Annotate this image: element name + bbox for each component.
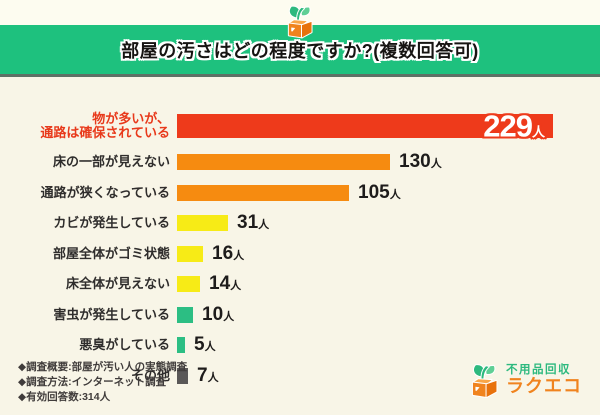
note-method: ◆調査方法:インターネット調査 [18,376,167,388]
bar [177,154,390,170]
category-label: 通路が狭くなっている [40,184,170,200]
category-label: 部屋全体がゴミ状態 [52,245,170,261]
chart-row: 床の一部が見えない 130人 [20,151,580,173]
category-label: 物が多いが、 通路は確保されている [40,111,170,140]
category-label: カビが発生している [53,215,170,230]
brand-text: 不用品回収 ラクエコ [506,364,582,396]
bar-track: 14人 [177,273,580,295]
bar-track: 31人 [177,212,580,234]
bar [177,367,188,384]
bar-track: 10人 [177,304,580,326]
category-label: 害虫が発生している [53,306,170,322]
chart-row: 害虫が発生している 10人 [20,304,580,326]
bar [177,215,228,231]
bar: 229人 [177,111,553,142]
value-label: 16人 [212,242,245,264]
bar [177,276,200,292]
chart-row: 物が多いが、 通路は確保されている 229人 [20,111,580,142]
chart-row: その他 7人 [20,365,580,387]
chart-row: 床全体が見えない 14人 [20,273,580,295]
value-label: 5人 [194,334,216,355]
box-sprout-icon [284,4,316,39]
brand-name: ラクエコ [506,375,582,396]
bar-chart: 物が多いが、 通路は確保されている 229人床の一部が見えない 130人通路が狭くな… [20,111,580,395]
category-label: 床全体が見えない [65,276,170,291]
value-label: 7人 [197,364,219,386]
value-label: 229人 [483,108,545,144]
bar [177,306,193,323]
bar-track: 5人 [177,334,580,356]
bar [177,337,185,353]
bar-track: 16人 [177,243,580,265]
chart-row: 悪臭がしている 5人 [20,334,580,356]
bar-track: 105人 [177,182,580,204]
bar [177,245,203,262]
value-label: 14人 [209,273,242,294]
box-sprout-icon [468,362,501,399]
note-responses: ◆有効回答数:314人 [18,391,111,403]
note-summary: ◆調査概要:部屋が汚い人の実態調査 [18,361,188,373]
chart-row: 通路が狭くなっている 105人 [20,182,580,204]
category-label: 床の一部が見えない [52,154,170,169]
brand-logo: 不用品回収 ラクエコ [468,362,582,399]
bar-track: 7人 [177,365,580,387]
chart-row: カビが発生している 31人 [20,212,580,234]
bar-track: 229人 [177,111,580,142]
value-label: 10人 [202,303,235,325]
brand-service-type: 不用品回収 [506,364,571,377]
value-label: 130人 [399,151,442,172]
bar-track: 130人 [177,151,580,173]
page-title: 部屋の汚さはどの程度ですか?(複数回答可) [121,40,479,61]
category-label: 悪臭がしている [79,337,170,352]
value-label: 31人 [237,212,270,233]
chart-row: 部屋全体がゴミ状態 16人 [20,243,580,265]
survey-notes: ◆調査概要:部屋が汚い人の実態調査 ◆調査方法:インターネット調査 ◆有効回答数… [18,360,187,405]
bar [177,184,349,201]
value-label: 105人 [358,181,401,203]
category-label: その他 [130,367,170,383]
